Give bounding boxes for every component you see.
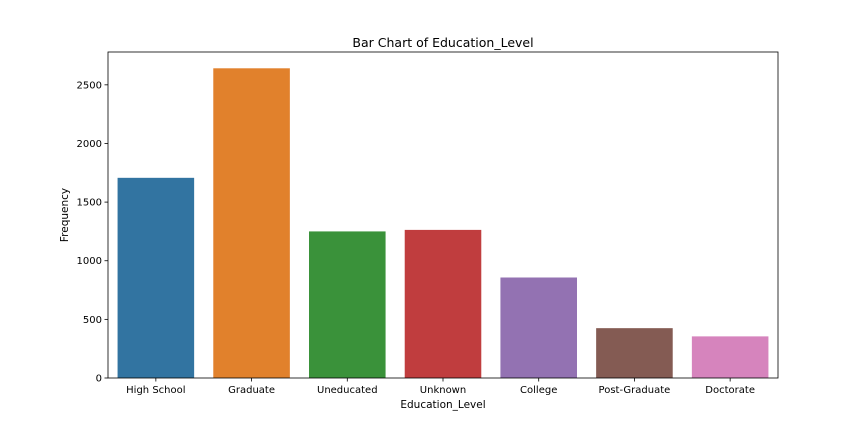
- x-axis: High School Graduate Uneducated Unknown Coll…: [126, 378, 755, 396]
- y-tick-label: 2000: [77, 139, 102, 150]
- x-tick-label: Doctorate: [705, 385, 755, 396]
- y-axis-label: Frequency: [59, 188, 71, 242]
- x-tick-label: Unknown: [420, 385, 466, 396]
- x-tick-label: Post-Graduate: [599, 385, 671, 396]
- bar-college: [500, 277, 577, 378]
- x-tick-label: High School: [126, 385, 185, 396]
- x-axis-label: Education_Level: [400, 399, 485, 411]
- bar-uneducated: [309, 231, 386, 378]
- x-tick-label: Uneducated: [317, 385, 378, 396]
- y-tick-label: 1500: [77, 198, 102, 209]
- y-tick-label: 1000: [77, 256, 102, 267]
- bar-unknown: [404, 229, 482, 378]
- bar-doctorate: [691, 336, 769, 378]
- plot-frame: [107, 51, 779, 379]
- bars-layer: [117, 68, 769, 379]
- chart-title: Bar Chart of Education_Level: [352, 35, 533, 50]
- x-tick-label: Graduate: [228, 385, 275, 396]
- x-tick-label: College: [520, 385, 557, 396]
- y-tick-label: 2500: [77, 80, 102, 91]
- y-axis: 0 500 1000 1500 2000 2500: [77, 80, 108, 385]
- bar-graduate: [213, 68, 290, 379]
- bar-post-graduate: [596, 328, 673, 378]
- bar-high-school: [117, 177, 195, 378]
- y-tick-label: 0: [96, 374, 102, 385]
- y-tick-label: 500: [83, 315, 102, 326]
